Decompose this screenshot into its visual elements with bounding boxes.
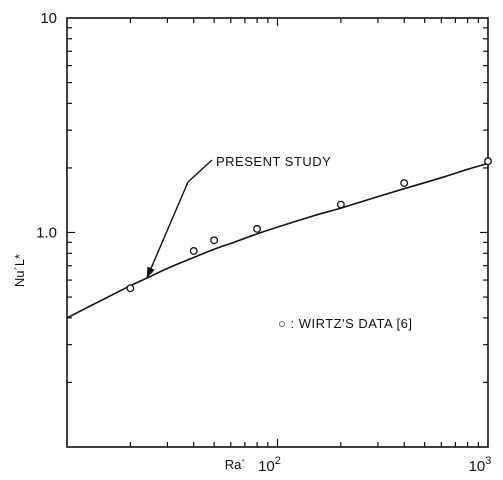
data-point — [400, 179, 409, 188]
data-point — [253, 224, 262, 233]
x-tick-label-exponent: 2 — [275, 455, 281, 467]
data-point — [336, 200, 345, 209]
y-tick-label: 10 — [40, 10, 57, 27]
x-tick-label-base: 10 — [469, 458, 486, 475]
y-axis-title: Nu´L* — [12, 254, 27, 287]
axis-ticks — [67, 18, 488, 447]
data-point — [210, 236, 219, 245]
y-tick-label: 1.0 — [36, 225, 57, 242]
present-study-label: PRESENT STUDY — [216, 154, 331, 169]
annotation-leader — [187, 159, 213, 183]
plot-frame — [66, 17, 489, 448]
data-point — [484, 157, 492, 166]
data-point — [126, 284, 135, 293]
x-tick-label-base: 10 — [258, 458, 275, 475]
wirtz-data-legend: ○ : WIRTZ'S DATA [6] — [278, 316, 412, 331]
wirtz-data-points — [126, 157, 492, 293]
x-tick-label: 103 — [469, 455, 492, 475]
present-study-curve — [66, 162, 489, 319]
x-tick-label-exponent: 3 — [485, 455, 491, 467]
x-tick-label: 102 — [258, 455, 281, 475]
x-tick-labels: 102 103 — [258, 455, 491, 475]
y-tick-labels: 1.0 10 — [36, 10, 57, 242]
annotation-arrow — [146, 181, 189, 279]
x-axis-title: Ra´ — [225, 457, 246, 472]
data-point — [189, 247, 198, 255]
annotation-arrow-head — [146, 266, 155, 279]
